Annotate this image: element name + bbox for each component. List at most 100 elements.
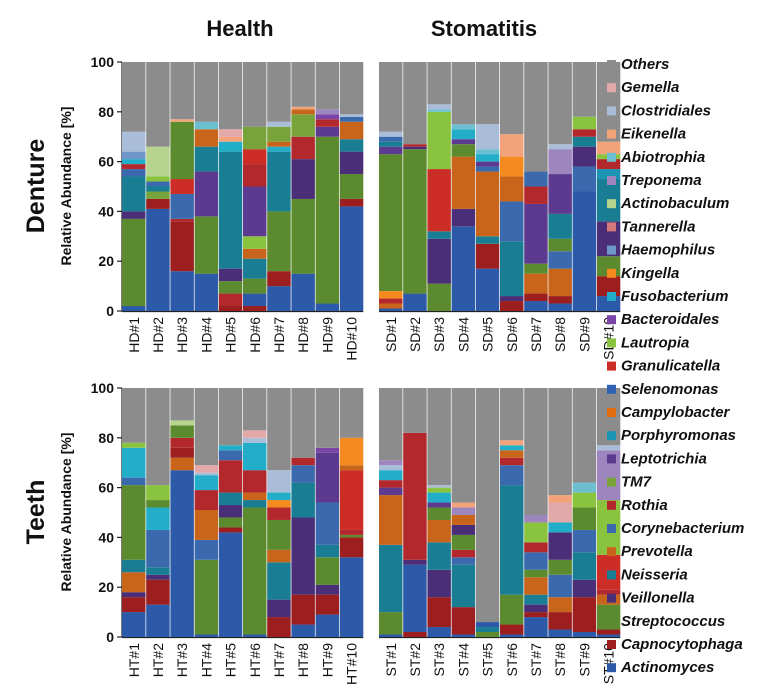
bar-segment-leptotrichia xyxy=(243,186,267,237)
x-tick-label: ST#5 xyxy=(480,643,496,677)
legend-label: Clostridiales xyxy=(621,102,711,119)
legend-item-treponema: Treponema xyxy=(607,172,702,189)
x-tick-label: HT#4 xyxy=(198,643,214,677)
bar-segment-lautropia xyxy=(427,487,451,493)
legend-label: Corynebacterium xyxy=(621,520,744,537)
bar-segment-rothia xyxy=(218,460,243,493)
bar-segment-tm7 xyxy=(146,191,170,199)
legend-swatch xyxy=(607,593,616,603)
y-tick-label: 100 xyxy=(91,380,115,396)
legend-item-haemophilus: Haemophilus xyxy=(607,242,715,259)
bar-segment-leptotrichia xyxy=(548,174,572,214)
bar-segment-others xyxy=(218,388,243,446)
legend-label: Prevotella xyxy=(621,543,693,560)
legend-swatch xyxy=(607,570,616,580)
bar-segment-others xyxy=(403,62,427,145)
bar-segment-actinomyces xyxy=(339,557,364,637)
legend-label: Fusobacterium xyxy=(621,288,729,305)
bar-segment-clostridiales xyxy=(596,445,621,451)
panel-denture-health: 0 20 40 60 80 100 HD#1 HD#2 HD#3 HD#4 HD#5 HD#6 HD#7… xyxy=(91,54,364,361)
bar-segment-others xyxy=(291,388,315,458)
bar-segment-streptococcus xyxy=(291,198,315,274)
bar-segment-rothia xyxy=(596,589,621,595)
y-tick-label: 0 xyxy=(106,629,114,645)
bar-segment-leptotrichia xyxy=(451,139,476,145)
bar-segment-rothia xyxy=(596,159,621,170)
bar-segment-fusobacterium xyxy=(243,442,267,471)
bar-segment-abiotrophia xyxy=(194,121,219,130)
bar-segment-prevotella xyxy=(194,129,219,147)
x-tick-label: HT#10 xyxy=(344,643,360,685)
bar-segment-corynebacterium xyxy=(146,529,170,568)
bar-segment-others xyxy=(500,62,524,135)
bar-segment-actinobaculum xyxy=(170,420,194,426)
bar-segment-corynebacterium xyxy=(524,171,548,187)
bar-segment-streptococcus xyxy=(315,136,340,304)
bar-segment-actinomyces xyxy=(218,532,243,637)
column-title-stomatitis: Stomatitis xyxy=(431,16,537,41)
bar-segment-others xyxy=(500,388,524,441)
bar-segment-abiotrophia xyxy=(572,482,597,493)
bar-segment-lautropia xyxy=(572,492,597,508)
legend-swatch xyxy=(607,477,616,487)
bar-segment-neisseria xyxy=(427,231,451,239)
legend-item-corynebacterium: Corynebacterium xyxy=(607,520,744,537)
bar-sd-5 xyxy=(475,62,500,311)
legend-label: Others xyxy=(621,56,669,73)
legend-swatch xyxy=(607,547,616,557)
bar-segment-prevotella xyxy=(427,519,451,543)
bar-segment-granulicatella xyxy=(339,470,364,530)
bar-segment-actinomyces xyxy=(475,622,500,628)
bar-sd-7 xyxy=(524,62,548,311)
bar-segment-streptococcus xyxy=(427,507,451,520)
bar-segment-veillonella xyxy=(218,268,243,282)
bar-segment-eikenella xyxy=(500,440,524,446)
bar-segment-actinomyces xyxy=(122,612,146,637)
bar-segment-neisseria xyxy=(379,544,403,613)
bar-segment-neisseria xyxy=(475,627,500,633)
bar-segment-fusobacterium xyxy=(122,159,146,165)
bar-segment-streptococcus xyxy=(170,121,194,180)
bar-segment-kingella xyxy=(267,500,291,508)
bar-segment-actinomyces xyxy=(596,634,621,637)
bar-ht-9 xyxy=(315,388,340,637)
bar-segment-rothia xyxy=(379,298,403,304)
legend-item-abiotrophia: Abiotrophia xyxy=(607,149,705,166)
legend-item-tm7: TM7 xyxy=(607,474,652,491)
bar-segment-actinomyces xyxy=(122,306,146,311)
bar-segment-capnocytophaga xyxy=(548,612,572,630)
bar-hd-4 xyxy=(194,62,219,311)
bar-segment-lautropia xyxy=(122,442,146,448)
bar-st-1 xyxy=(379,388,403,637)
bar-st-9 xyxy=(572,388,597,637)
legend-label: Neisseria xyxy=(621,566,688,583)
legend-swatch xyxy=(607,338,616,348)
bar-segment-streptococcus xyxy=(475,632,500,637)
legend-swatch xyxy=(607,106,616,116)
y-tick-label: 100 xyxy=(91,54,115,70)
bar-segment-capnocytophaga xyxy=(596,276,621,297)
bar-hd-7 xyxy=(267,62,291,311)
bar-sd-4 xyxy=(451,62,476,311)
bar-sd-8 xyxy=(548,62,572,311)
bar-segment-actinomyces xyxy=(315,614,340,637)
bar-segment-clostridiales xyxy=(267,470,291,493)
bar-segment-actinomyces xyxy=(315,303,340,311)
bar-segment-actinomyces xyxy=(194,634,219,637)
bar-segment-kingella xyxy=(379,291,403,299)
bar-segment-bacteroidales xyxy=(315,447,340,453)
bar-segment-actinomyces xyxy=(291,624,315,637)
x-tick-label: SD#5 xyxy=(480,317,496,352)
legend-label: Actinomyces xyxy=(620,659,714,676)
x-tick-label: SD#8 xyxy=(552,317,568,352)
x-tick-label: HD#9 xyxy=(319,317,335,353)
x-tick-label: ST#6 xyxy=(504,643,520,677)
bar-segment-eikenella xyxy=(596,141,621,155)
y-tick-label: 40 xyxy=(98,529,114,545)
bar-segment-corynebacterium xyxy=(122,477,146,486)
bar-segment-veillonella xyxy=(572,146,597,167)
bar-segment-leptotrichia xyxy=(475,161,500,167)
bar-segment-actinobaculum xyxy=(146,146,170,177)
x-tick-label: SD#4 xyxy=(455,317,471,352)
bar-segment-abiotrophia xyxy=(451,124,476,130)
